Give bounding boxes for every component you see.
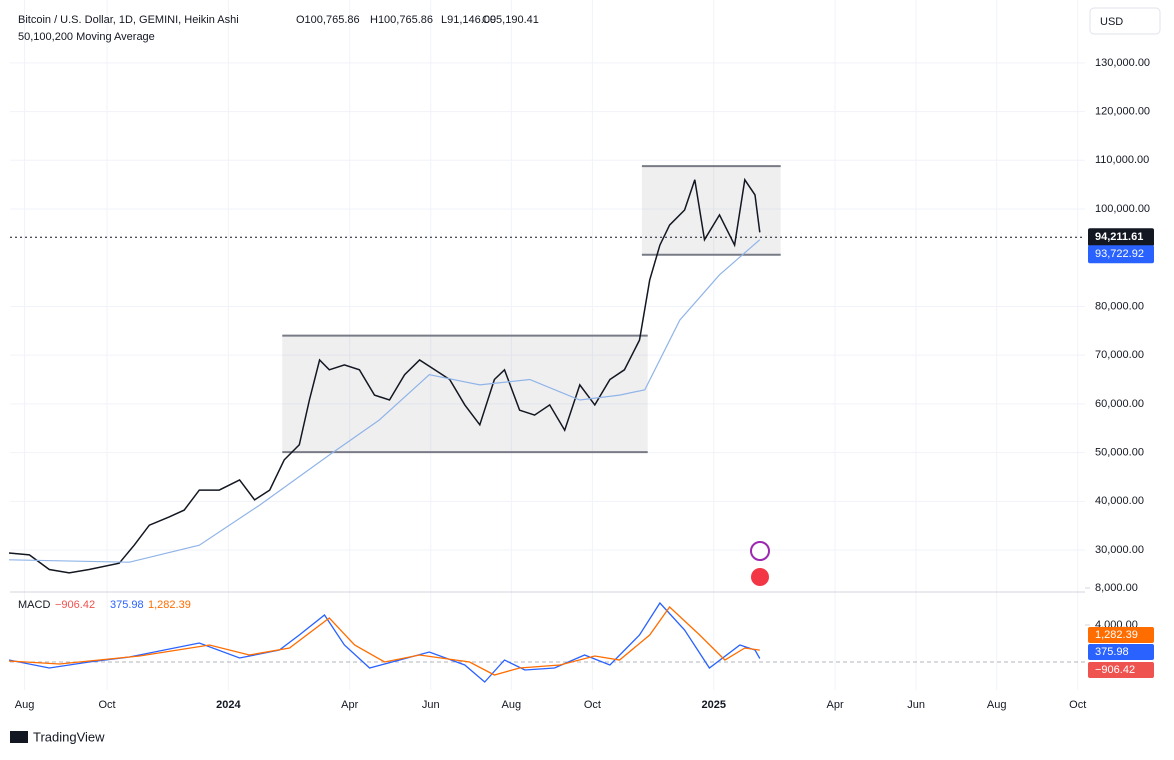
price-line — [8, 239, 761, 563]
ohlc-open: O100,765.86 — [296, 14, 360, 26]
brand: TradingView — [33, 729, 105, 744]
macd-title: MACD — [18, 599, 50, 611]
x-tick-label: Aug — [987, 699, 1007, 711]
last-price-tag — [1088, 228, 1154, 247]
x-tick-label: Aug — [15, 699, 35, 711]
x-tick-label: Apr — [341, 699, 358, 711]
x-tick-label: Oct — [584, 699, 601, 711]
y-tick-label: 60,000.00 — [1095, 398, 1144, 410]
y-tick-label: 110,000.00 — [1095, 154, 1149, 166]
last-price-label: 94,211.61 — [1095, 231, 1143, 243]
price-axis-bg — [1085, 0, 1174, 715]
macd-line — [8, 606, 760, 676]
y-tick-label: 30,000.00 — [1095, 544, 1144, 556]
y-tick-label: 120,000.00 — [1095, 105, 1150, 117]
ohlc-close: C95,190.41 — [482, 14, 539, 26]
currency[interactable]: USD — [1100, 16, 1123, 28]
x-tick-label: Oct — [1069, 699, 1086, 711]
ma-label: 93,722.92 — [1095, 248, 1144, 260]
y-tick-label: 50,000.00 — [1095, 447, 1144, 459]
x-tick-label: Oct — [99, 699, 116, 711]
macd-tag — [1088, 627, 1154, 643]
macd-tag — [1088, 644, 1154, 660]
macd-value: 1,282.39 — [148, 599, 191, 611]
y-tick-label: 130,000.00 — [1095, 57, 1150, 69]
x-tick-label: 2025 — [701, 699, 725, 711]
x-tick-label: 2024 — [216, 699, 241, 711]
y-tick-label: 100,000.00 — [1095, 203, 1150, 215]
x-tick-label: Aug — [502, 699, 522, 711]
macd-tag-label: 375.98 — [1095, 646, 1129, 658]
x-tick-label: Apr — [826, 699, 843, 711]
ohlc-low: L91,146.00 — [441, 14, 496, 26]
y-tick-label: 8,000.00 — [1095, 582, 1138, 594]
y-tick-label: 80,000.00 — [1095, 300, 1144, 312]
range-box — [282, 335, 648, 453]
macd-tag-label: −906.42 — [1095, 664, 1135, 676]
macd-value: −906.42 — [55, 599, 95, 611]
currency-button[interactable] — [1089, 7, 1161, 35]
indicator-label: 50,100,200 Moving Average — [18, 31, 155, 43]
chart-title: Bitcoin / U.S. Dollar, 1D, GEMINI, Heiki… — [18, 14, 239, 26]
event-icon[interactable] — [750, 541, 770, 561]
ohlc-high: H100,765.86 — [370, 14, 433, 26]
x-tick-label: Jun — [422, 699, 440, 711]
event-icon[interactable] — [751, 568, 769, 586]
macd-line — [8, 601, 761, 683]
price-line — [8, 177, 761, 574]
macd-tag — [1088, 662, 1154, 678]
macd-tag-label: 1,282.39 — [1095, 629, 1138, 641]
x-tick-label: Jun — [907, 699, 925, 711]
brand-logo — [10, 731, 28, 743]
y-tick-label: 40,000.00 — [1095, 495, 1144, 507]
macd-value: 375.98 — [110, 599, 144, 611]
ma-tag — [1088, 245, 1154, 264]
range-box — [641, 166, 781, 255]
grid — [10, 0, 1085, 690]
y-tick-label: 70,000.00 — [1095, 349, 1144, 361]
